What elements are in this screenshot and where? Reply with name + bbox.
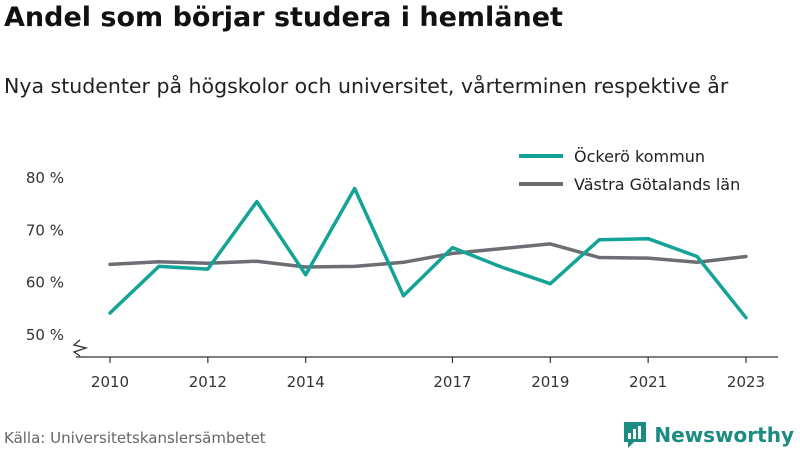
legend-label: Öckerö kommun	[574, 147, 705, 166]
y-tick-label: 80 %	[26, 169, 64, 187]
axis-break-marker	[72, 339, 89, 357]
x-tick-label: 2021	[629, 373, 667, 391]
x-tick-label: 2010	[91, 373, 129, 391]
x-tick-label: 2019	[531, 373, 569, 391]
x-axis: 2010 2012 2014 2017 2019 2021 2023	[72, 339, 778, 391]
y-tick-label: 60 %	[26, 274, 64, 292]
series-line	[108, 186, 748, 320]
x-tick-label: 2023	[727, 373, 765, 391]
series-lines	[108, 186, 748, 320]
x-tick-label: 2012	[189, 373, 227, 391]
y-axis: 50 % 60 % 70 % 80 %	[26, 169, 64, 344]
y-tick-label: 70 %	[26, 221, 64, 239]
chart-title: Andel som börjar studera i hemlänet	[4, 2, 563, 33]
chart-subtitle: Nya studenter på högskolor och universit…	[4, 74, 729, 98]
x-tick-label: 2017	[433, 373, 471, 391]
brand-name: Newsworthy	[654, 423, 794, 447]
y-tick-label: 50 %	[26, 326, 64, 344]
source-note: Källa: Universitetskanslersämbetet	[4, 429, 266, 447]
x-tick-label: 2014	[287, 373, 325, 391]
legend-label: Västra Götalands län	[574, 175, 740, 194]
legend: Öckerö kommun Västra Götalands län	[513, 143, 771, 197]
newsworthy-logo-icon	[624, 422, 647, 448]
brand-logo: Newsworthy	[622, 420, 794, 450]
line-chart: 50 % 60 % 70 % 80 % 2010 2012 2014 2017 2019 202…	[25, 143, 778, 391]
series-line	[108, 242, 748, 269]
